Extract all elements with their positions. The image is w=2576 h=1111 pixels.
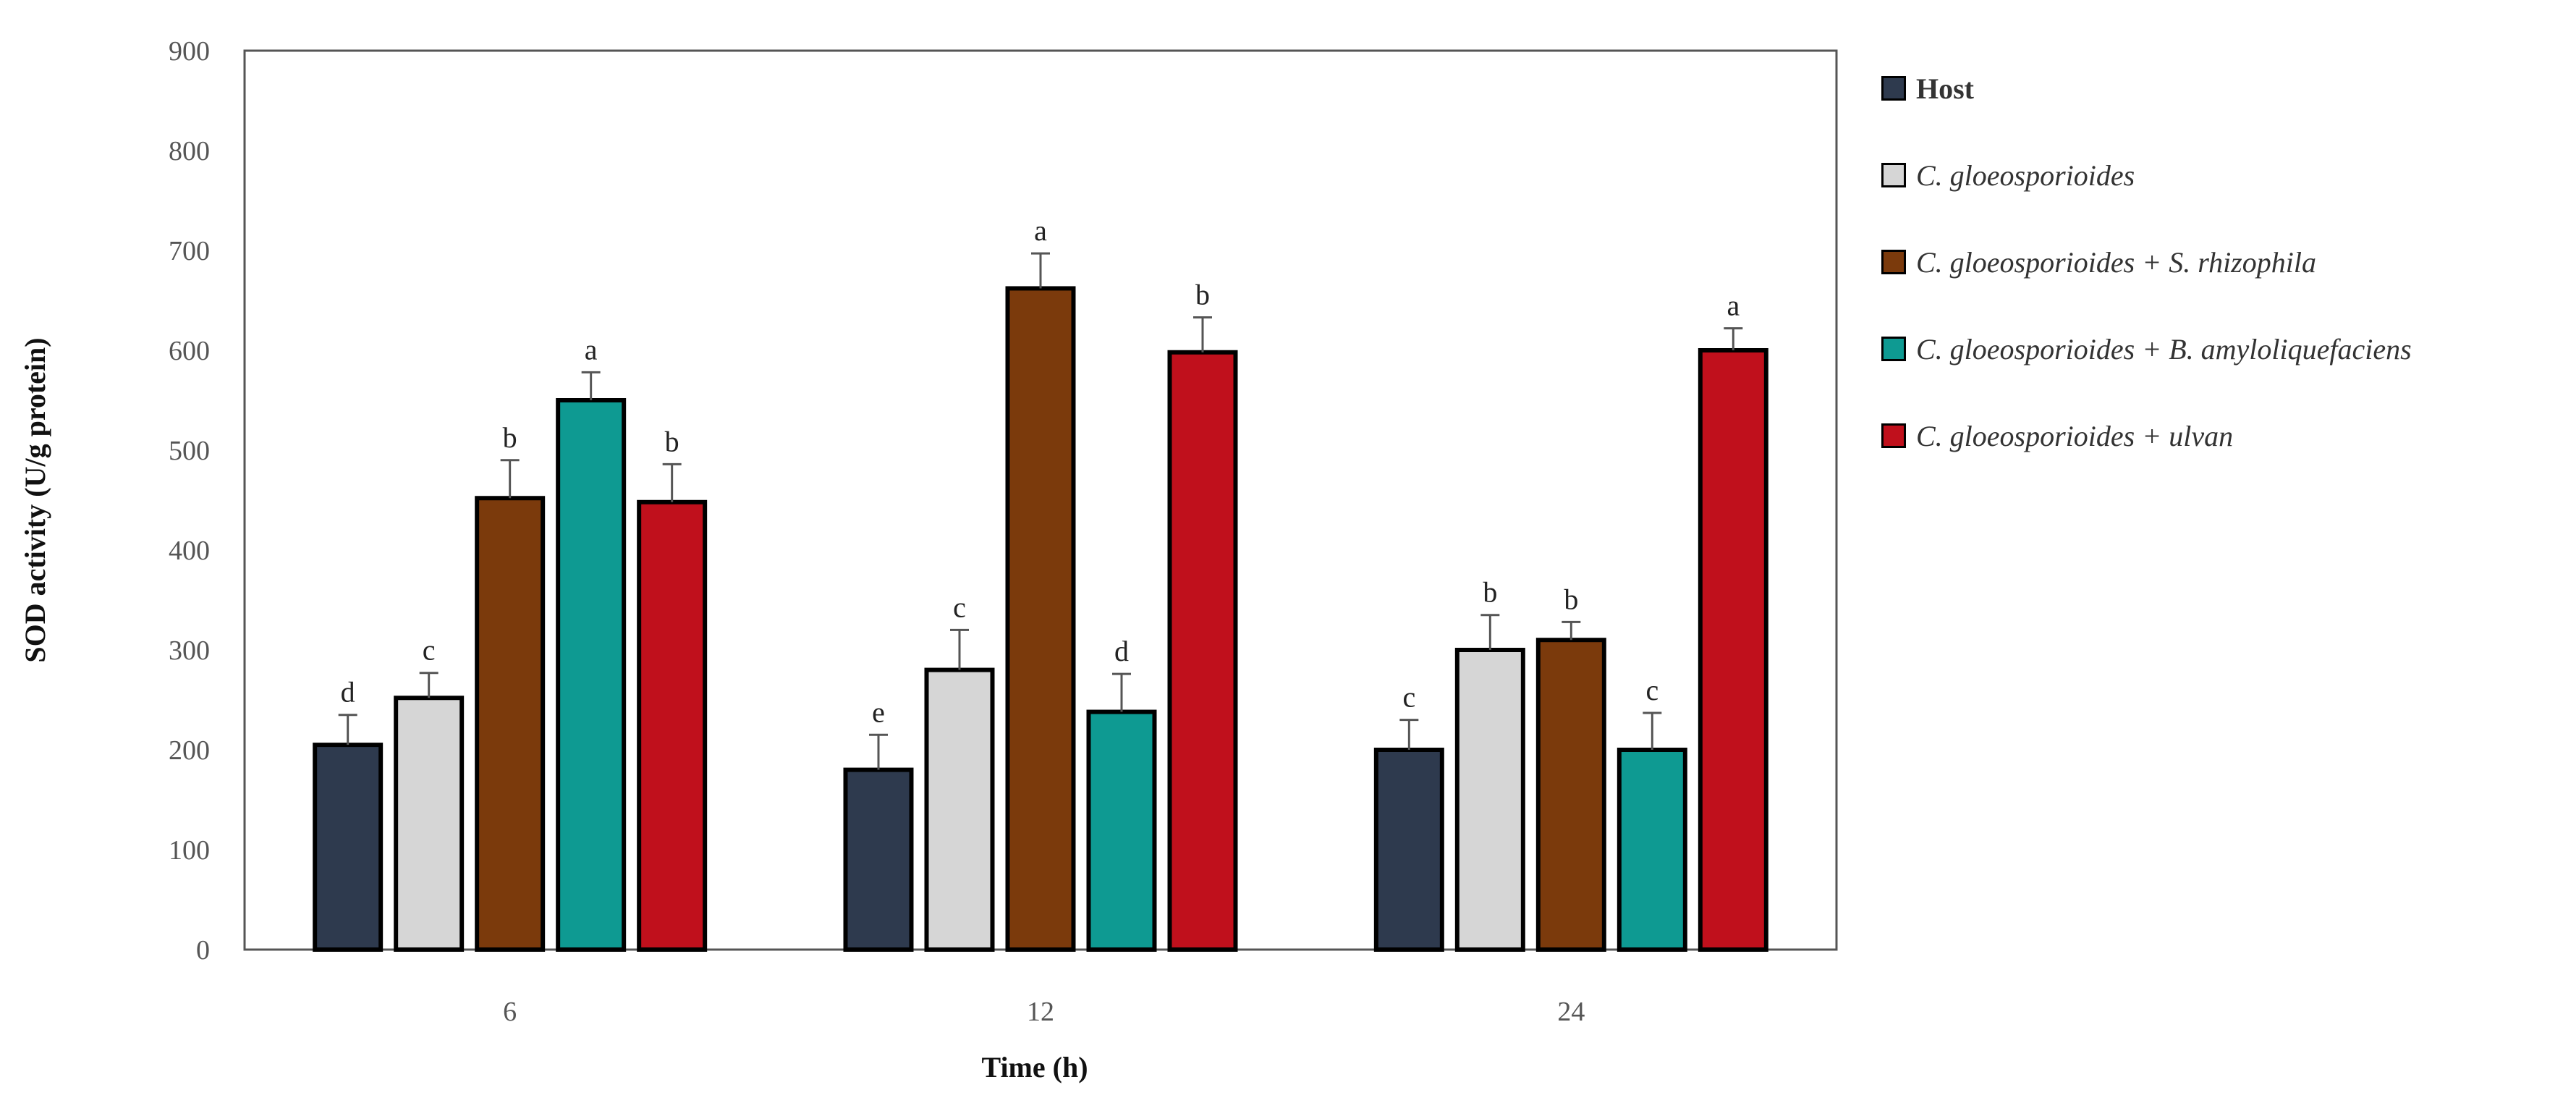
y-tick-label: 0	[196, 935, 210, 966]
legend-item-b-amyloliquefaciens: C. gloeosporioides + B. amyloliquefacien…	[1881, 305, 2562, 392]
y-tick-label: 900	[169, 36, 210, 67]
legend-item-ulvan: C. gloeosporioides + ulvan	[1881, 392, 2562, 479]
significance-letter: b	[1195, 278, 1210, 311]
significance-letter: b	[665, 425, 679, 457]
y-tick-label: 300	[169, 635, 210, 666]
legend-item-host: Host	[1881, 45, 2562, 132]
bar-c-gloeosporioides-ulvan-6	[637, 499, 708, 952]
y-axis-title: SOD activity (U/g protein)	[19, 337, 51, 662]
significance-letter: c	[423, 634, 436, 667]
x-tick-label: 12	[1027, 997, 1054, 1027]
y-tick-label: 200	[169, 735, 210, 766]
x-tick-label: 24	[1557, 997, 1585, 1027]
y-tick-label: 100	[169, 835, 210, 866]
bar-c-gloeosporioides-ulvan-12	[1167, 350, 1238, 952]
significance-letter: a	[585, 333, 598, 366]
legend-item-c-gloeosporioides: C. gloeosporioides	[1881, 132, 2562, 219]
y-tick-label: 600	[169, 336, 210, 366]
bar-c-gloeosporioides-s-rhizophila-24	[1535, 638, 1606, 952]
bar-c-gloeosporioides-b-amyloliquefaciens-24	[1617, 748, 1687, 952]
significance-letter: b	[1483, 576, 1497, 609]
bar-host-24	[1373, 748, 1444, 952]
significance-letter: c	[953, 591, 966, 623]
significance-letter: c	[1645, 674, 1658, 706]
y-tick-label: 400	[169, 536, 210, 566]
x-tick-label: 6	[503, 997, 517, 1027]
legend-swatch-ulvan	[1881, 423, 1906, 448]
legend-item-s-rhizophila: C. gloeosporioides + S. rhizophila	[1881, 219, 2562, 305]
legend-swatch-b-amyloliquefaciens	[1881, 337, 1906, 361]
legend-label-c-gloeosporioides: C. gloeosporioides	[1916, 159, 2135, 192]
bar-c-gloeosporioides-b-amyloliquefaciens-12	[1086, 709, 1157, 952]
significance-letter: d	[341, 676, 355, 709]
bar-c-gloeosporioides-ulvan-24	[1698, 348, 1768, 952]
bar-host-12	[843, 767, 914, 952]
bar-c-gloeosporioides-s-rhizophila-6	[475, 496, 546, 952]
significance-letter: d	[1114, 635, 1129, 667]
legend-label-s-rhizophila: C. gloeosporioides + S. rhizophila	[1916, 245, 2316, 279]
bar-c-gloeosporioides-24	[1454, 648, 1525, 952]
x-axis-title: Time (h)	[981, 1051, 1088, 1083]
y-tick-label: 700	[169, 236, 210, 266]
bar-c-gloeosporioides-s-rhizophila-12	[1005, 286, 1076, 952]
bar-c-gloeosporioides-b-amyloliquefaciens-6	[556, 398, 627, 952]
legend-swatch-c-gloeosporioides	[1881, 163, 1906, 187]
legend-label-ulvan: C. gloeosporioides + ulvan	[1916, 419, 2234, 452]
significance-letter: b	[503, 421, 517, 454]
bar-host-6	[313, 743, 384, 952]
significance-letter: b	[1564, 583, 1578, 615]
significance-letter: a	[1726, 290, 1740, 322]
bar-c-gloeosporioides-6	[394, 696, 465, 952]
legend: Host C. gloeosporioides C. gloeosporioid…	[1881, 45, 2562, 479]
legend-swatch-host	[1881, 76, 1906, 101]
significance-letter: a	[1034, 214, 1047, 247]
significance-letter: e	[872, 696, 885, 728]
y-tick-label: 800	[169, 136, 210, 166]
significance-letter: c	[1402, 681, 1415, 714]
legend-label-b-amyloliquefaciens: C. gloeosporioides + B. amyloliquefacien…	[1916, 332, 2412, 366]
bar-c-gloeosporioides-12	[924, 667, 995, 952]
legend-label-host: Host	[1916, 72, 1974, 105]
y-tick-label: 500	[169, 436, 210, 466]
legend-swatch-s-rhizophila	[1881, 250, 1906, 274]
